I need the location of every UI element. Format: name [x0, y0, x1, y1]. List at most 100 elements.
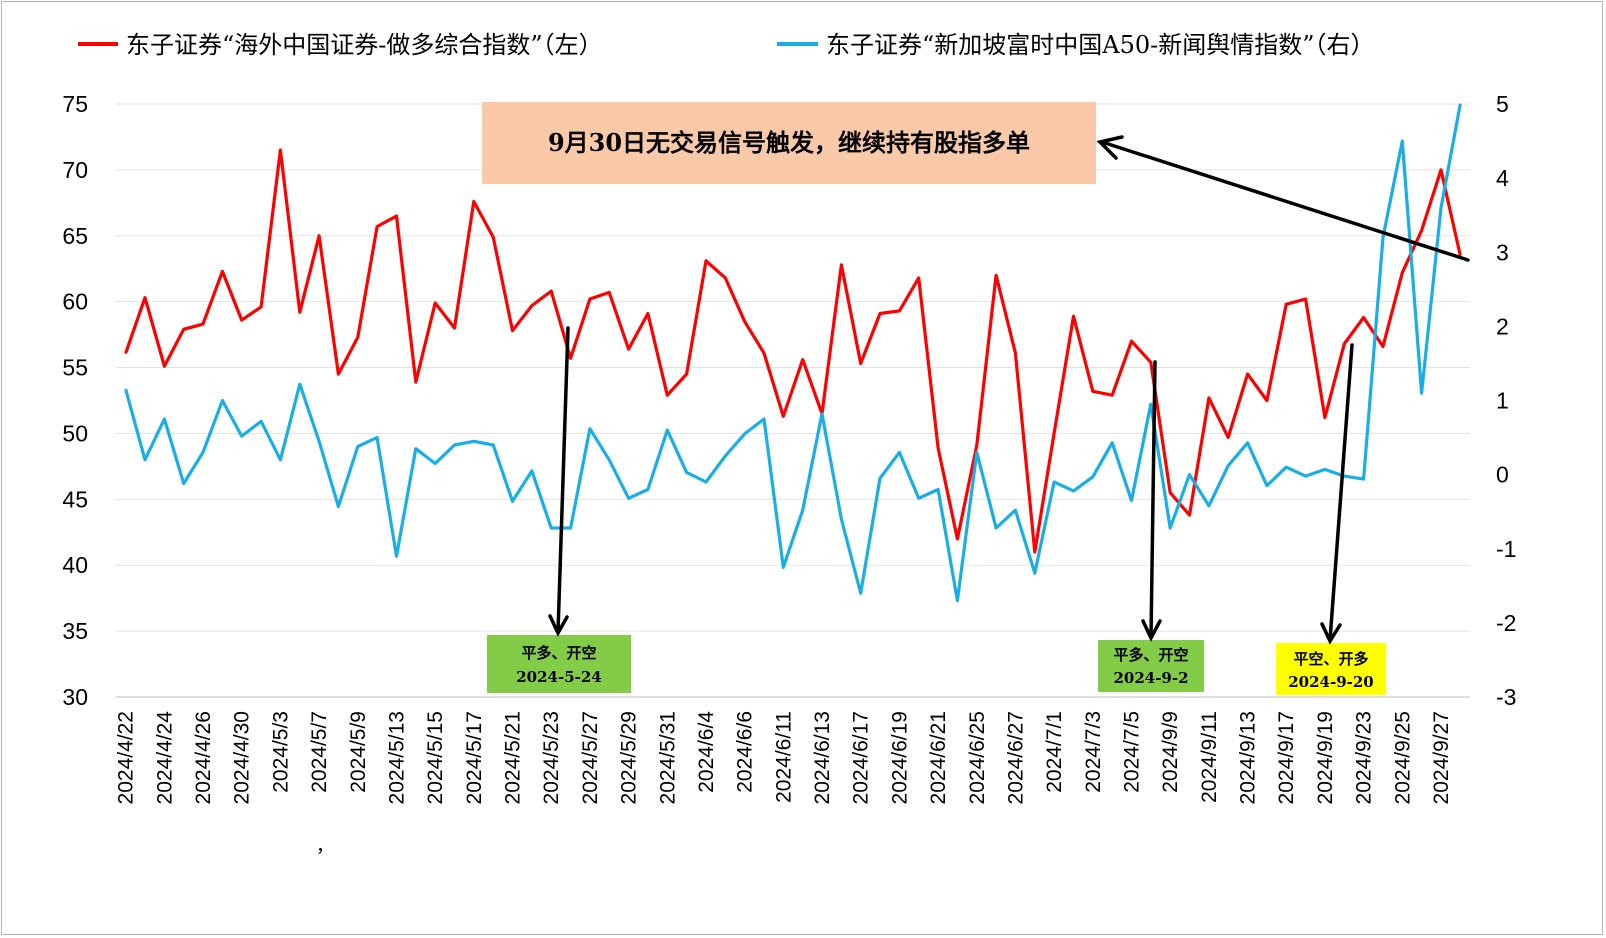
data-point: [1420, 229, 1423, 232]
data-point: [492, 444, 495, 446]
data-point: [976, 444, 978, 447]
data-point: [763, 418, 765, 420]
data-point: [279, 459, 282, 461]
data-point: [1072, 490, 1075, 492]
data-point: [647, 312, 649, 315]
data-point: [124, 388, 127, 391]
x-tick-label: 2024/6/25: [966, 711, 989, 804]
data-point: [1053, 432, 1055, 435]
data-point: [337, 373, 340, 375]
data-point: [1169, 491, 1171, 494]
y-right-tick-label: 3: [1496, 239, 1509, 265]
data-point: [724, 455, 727, 457]
data-point: [550, 527, 552, 529]
data-point: [1362, 316, 1365, 319]
data-point: [569, 357, 572, 360]
x-tick-label: 2024/5/31: [656, 711, 679, 804]
data-point: [1188, 514, 1191, 516]
x-tick-label: 2024/4/26: [192, 711, 215, 804]
legend: 东子证券“海外中国证券-做多综合指数”（左） 东子证券“新加坡富时中国A50-新…: [78, 31, 1375, 59]
data-point: [743, 320, 746, 323]
data-point: [801, 509, 804, 512]
x-tick-label: 2024/9/13: [1237, 711, 1260, 804]
data-point: [859, 592, 862, 594]
signal-box-3: [1276, 643, 1386, 695]
y-right-tick-label: 1: [1496, 388, 1509, 414]
y-right-tick-label: -2: [1496, 610, 1516, 636]
data-point: [627, 348, 630, 350]
data-point: [163, 365, 166, 368]
signal-action-2: 平多、开空: [1113, 646, 1188, 664]
data-point: [473, 200, 475, 203]
data-point: [550, 290, 552, 292]
data-point: [937, 488, 939, 491]
x-tick-label: 2024/6/11: [772, 711, 795, 803]
data-point: [221, 399, 224, 402]
data-point: [182, 328, 185, 331]
x-tick-label: 2024/5/7: [308, 711, 331, 793]
data-point: [144, 459, 146, 461]
signal-box-2: [1098, 640, 1204, 692]
y-axis-right: -3 -2 -1 0 1 2 3 4 5: [1496, 91, 1516, 710]
data-point: [1246, 442, 1249, 444]
x-tick-label: 2024/5/27: [579, 711, 602, 804]
data-point: [1266, 484, 1268, 487]
x-tick-label: 2024/9/23: [1353, 711, 1376, 804]
data-point: [202, 323, 204, 325]
y-right-tick-label: 4: [1496, 165, 1509, 191]
data-point: [1304, 475, 1307, 477]
x-axis: 2024/4/22 2024/4/24 2024/4/26 2024/4/30 2024…: [115, 711, 1453, 805]
data-point: [453, 327, 456, 329]
data-point: [589, 298, 591, 300]
data-point: [434, 462, 437, 465]
data-point: [1343, 343, 1346, 345]
signal-date-3: 2024-9-20: [1288, 673, 1374, 691]
data-point: [840, 264, 843, 266]
data-point: [1246, 373, 1249, 375]
x-tick-label: 2024/4/30: [231, 711, 254, 804]
data-point: [1324, 416, 1326, 419]
callout-box: [482, 102, 1096, 184]
stray-mark: ，: [316, 836, 334, 857]
data-point: [492, 236, 495, 238]
x-tick-label: 2024/6/21: [927, 711, 950, 804]
data-point: [434, 302, 437, 304]
data-point: [1188, 473, 1191, 476]
data-point: [1053, 481, 1055, 483]
data-point: [666, 394, 669, 397]
data-point: [917, 497, 920, 500]
data-point: [1362, 478, 1365, 480]
data-point: [956, 538, 959, 540]
x-tick-label: 2024/5/13: [385, 711, 408, 804]
data-point: [1130, 499, 1133, 502]
data-point: [511, 329, 514, 332]
data-point: [453, 444, 456, 446]
data-point: [357, 445, 359, 448]
y-axis-left: 30 35 40 45 50 55 60 65 70 75: [62, 91, 88, 710]
signal-label-2: 平多、开空 2024-9-2: [1098, 640, 1204, 692]
data-point: [685, 373, 688, 375]
data-point: [1208, 397, 1210, 399]
data-point: [299, 311, 301, 314]
data-point: [898, 451, 901, 454]
series-line-1: [124, 148, 1462, 554]
y-left-tick-label: 45: [62, 486, 88, 512]
signal-box-1: [487, 635, 631, 693]
data-point: [705, 260, 707, 262]
data-point: [260, 306, 262, 308]
y-left-tick-label: 40: [62, 552, 88, 578]
data-point: [1382, 345, 1384, 348]
data-point: [240, 435, 243, 437]
x-tick-label: 2024/6/13: [811, 711, 834, 804]
data-point: [1266, 399, 1268, 402]
callout: 9月30日无交易信号触发，继续持有股指多单: [482, 102, 1096, 184]
data-point: [782, 415, 785, 418]
x-tick-label: 2024/7/5: [1121, 711, 1144, 793]
data-point: [1014, 509, 1017, 512]
y-right-tick-label: -1: [1496, 536, 1516, 562]
data-point: [627, 497, 630, 500]
data-point: [1440, 169, 1442, 171]
data-point: [124, 352, 127, 354]
data-point: [337, 505, 340, 508]
data-point: [705, 481, 707, 483]
